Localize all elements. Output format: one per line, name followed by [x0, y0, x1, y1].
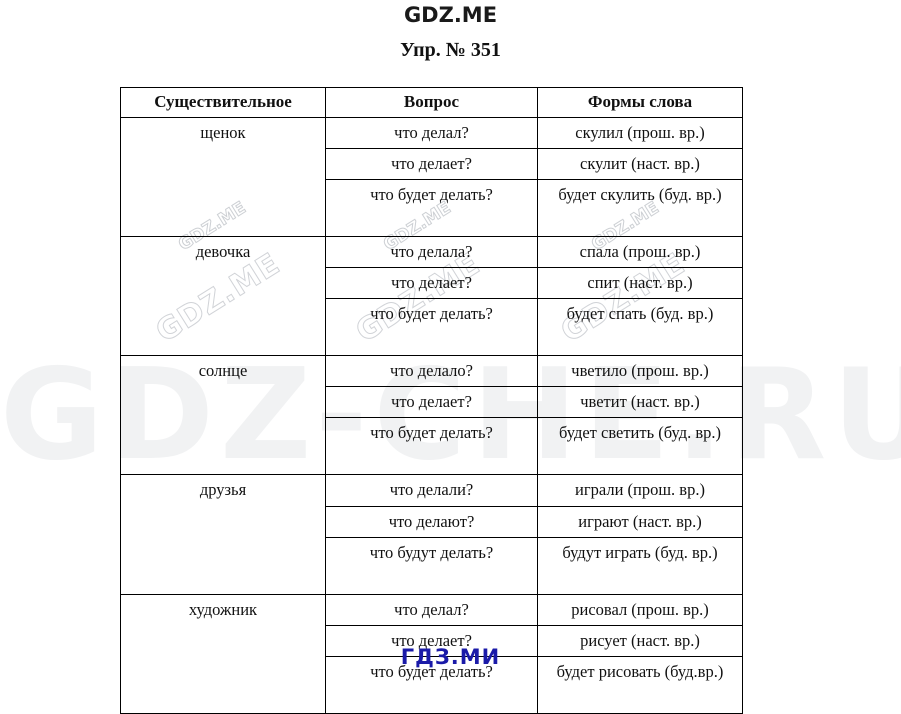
table-header-row: Существительное Вопрос Формы слова [120, 87, 743, 118]
table-row: что будет делать? будет светить (буд. вр… [121, 417, 743, 476]
form-cell: скулит (наст. вр.) [537, 147, 743, 180]
form-cell: будет спать (буд. вр.) [537, 298, 743, 357]
form-cell: будут играть (буд. вр.) [537, 536, 743, 595]
question-cell: что делал? [325, 116, 538, 149]
form-cell: будет светить (буд. вр.) [537, 417, 743, 476]
form-cell: спит (наст. вр.) [537, 267, 743, 300]
form-cell: чветило (прош. вр.) [537, 355, 743, 388]
question-cell: что делает? [325, 267, 538, 300]
question-cell: что делают? [325, 505, 538, 538]
table-row: что делает? чветит (наст. вр.) [121, 386, 743, 419]
table-row: художник что делал? рисовал (прош. вр.) [120, 593, 743, 714]
verb-forms-table: Существительное Вопрос Формы слова щенок… [120, 87, 743, 714]
question-cell: что делала? [325, 235, 538, 269]
form-cell: чветит (наст. вр.) [537, 386, 743, 419]
table-body: щенок что делал? скулил (прош. вр.) что … [120, 116, 743, 714]
table-row: что будут делать? будут играть (буд. вр.… [121, 536, 743, 595]
noun-cell: щенок [120, 116, 326, 237]
table-row: что делает? скулит (наст. вр.) [121, 147, 743, 180]
question-cell: что делал? [325, 593, 538, 626]
table-row: что делает? спит (наст. вр.) [121, 267, 743, 300]
table-row: девочка что делала? спала (прош. вр.) [120, 235, 743, 357]
table-row: что делает? рисует (наст. вр.) [121, 624, 743, 657]
table-header: Существительное Вопрос Формы слова [120, 87, 743, 118]
table-row: щенок что делал? скулил (прош. вр.) [120, 116, 743, 237]
question-cell: что делает? [325, 386, 538, 419]
form-cell: играют (наст. вр.) [537, 505, 743, 538]
table-row: что будет делать? будет спать (буд. вр.) [121, 298, 743, 357]
question-cell: что будут делать? [325, 536, 538, 595]
form-cell: скулил (прош. вр.) [537, 116, 743, 149]
table-row: друзья что делали? играли (прош. вр.) [120, 474, 743, 595]
noun-cell: девочка [120, 235, 326, 357]
question-cell: что делало? [325, 355, 538, 388]
form-cell: рисовал (прош. вр.) [537, 593, 743, 626]
question-cell: что будет делать? [325, 417, 538, 476]
form-cell: рисует (наст. вр.) [537, 624, 743, 657]
page-title: Упр. № 351 [400, 39, 501, 61]
form-cell: спала (прош. вр.) [537, 235, 743, 269]
form-cell: будет скулить (буд. вр.) [537, 178, 743, 237]
form-cell: играли (прош. вр.) [537, 474, 743, 507]
noun-cell: солнце [120, 355, 326, 476]
site-footer-logo: ГДЗ.МИ [400, 645, 501, 669]
site-header-logo: GDZ.ME [403, 3, 498, 27]
question-cell: что будет делать? [325, 178, 538, 237]
question-cell: что делает? [325, 147, 538, 180]
column-header-question: Вопрос [325, 87, 538, 118]
noun-cell: друзья [120, 474, 326, 595]
question-cell: что будет делать? [325, 298, 538, 357]
page-content: GDZ.ME Упр. № 351 Существительное Вопрос… [120, 3, 743, 714]
table-row: солнце что делало? чветило (прош. вр.) [120, 355, 743, 476]
column-header-forms: Формы слова [537, 87, 743, 118]
question-cell: что делает? [325, 624, 538, 657]
column-header-noun: Существительное [120, 87, 326, 118]
table-row: что делают? играют (наст. вр.) [121, 505, 743, 538]
table-row: что будет делать? будет скулить (буд. вр… [121, 178, 743, 237]
question-cell: что делали? [325, 474, 538, 507]
